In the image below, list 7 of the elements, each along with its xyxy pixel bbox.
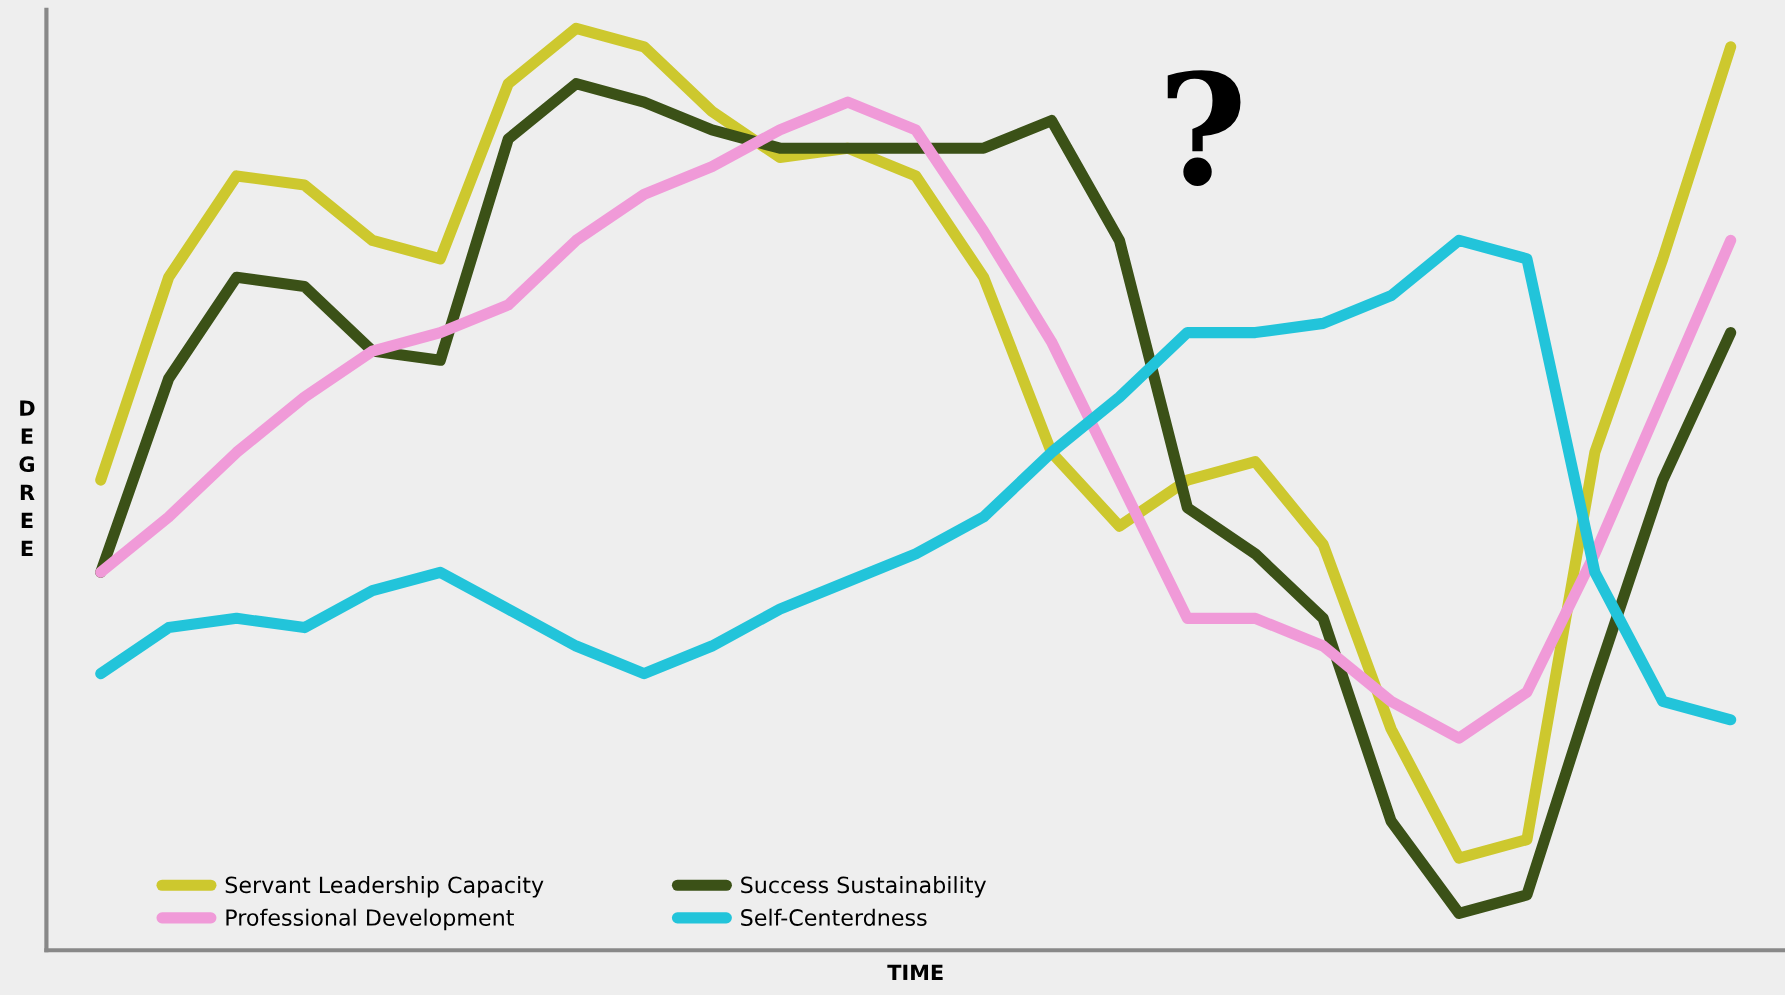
legend-label: Self-Centerdness [741, 908, 927, 926]
legend-label: Servant Leadership Capacity [225, 876, 544, 898]
legend-label: Success Sustainability [741, 876, 986, 898]
y-axis-title: DEGREE [19, 400, 35, 557]
legend-label: Professional Development [226, 908, 514, 931]
x-axis-title: TIME [887, 964, 943, 980]
annotation: ? [1167, 70, 1241, 186]
